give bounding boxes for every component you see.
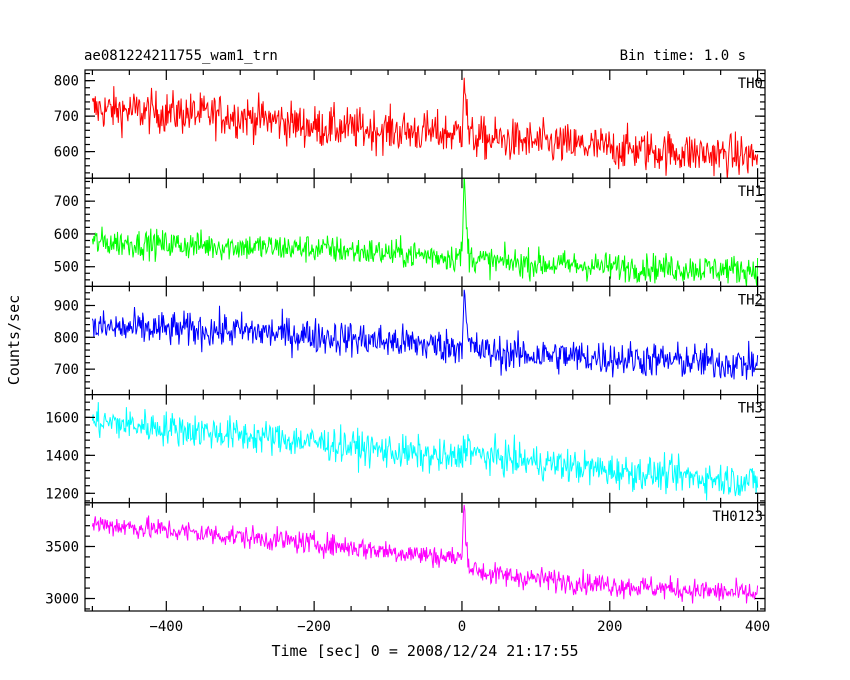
bin-time-label: Bin time: 1.0 s: [620, 48, 746, 64]
panel-th0: 600 700 800 TH0: [54, 69, 766, 179]
y-tick-label: 700: [54, 194, 79, 210]
series-line-th0: [91, 77, 759, 179]
y-tick-label: 600: [54, 145, 79, 161]
y-tick-label: 500: [54, 260, 79, 276]
x-axis: −400 −200 0 200 400: [149, 619, 770, 635]
y-tick-label: 700: [54, 362, 79, 378]
x-tick-label: −400: [149, 619, 183, 635]
legend-label: TH1: [738, 184, 763, 200]
y-axis-label: Counts/sec: [5, 295, 23, 385]
y-tick-label: 3000: [45, 592, 79, 608]
panel-th0123: 3000 3500 TH0123: [45, 502, 766, 612]
panel-frame: [84, 285, 766, 396]
y-tick-label: 1200: [45, 486, 79, 502]
series-line-th0123: [91, 504, 759, 604]
x-tick-label: 200: [597, 619, 622, 635]
x-tick-label: 400: [745, 619, 770, 635]
y-tick-label: 1600: [45, 410, 79, 426]
series-line-th1: [91, 178, 759, 287]
y-tick-label: 900: [54, 298, 79, 314]
legend-label: TH3: [738, 401, 763, 417]
series-line-th3: [91, 402, 759, 501]
panels-group: 600 700 800 TH0 500 600 700 TH1 700 800 900 TH2 1200…: [45, 69, 766, 612]
panel-th3: 1200 1400 1600 TH3: [45, 394, 766, 504]
y-tick-label: 700: [54, 109, 79, 125]
y-tick-label: 3500: [45, 539, 79, 555]
y-tick-label: 800: [54, 74, 79, 90]
x-tick-label: −200: [297, 619, 331, 635]
chart-title: ae081224211755_wam1_trn: [84, 48, 278, 64]
panel-frame: [84, 394, 766, 504]
legend-label: TH0123: [712, 509, 763, 525]
legend-label: TH2: [738, 292, 763, 308]
series-line-th2: [91, 289, 759, 380]
panel-th1: 500 600 700 TH1: [54, 177, 766, 287]
panel-th2: 700 800 900 TH2: [54, 285, 766, 396]
legend-label: TH0: [738, 76, 763, 92]
x-axis-label: Time [sec] 0 = 2008/12/24 21:17:55: [271, 642, 578, 660]
y-tick-label: 1400: [45, 448, 79, 464]
y-tick-label: 600: [54, 227, 79, 243]
x-tick-label: 0: [458, 619, 466, 635]
y-tick-label: 800: [54, 330, 79, 346]
